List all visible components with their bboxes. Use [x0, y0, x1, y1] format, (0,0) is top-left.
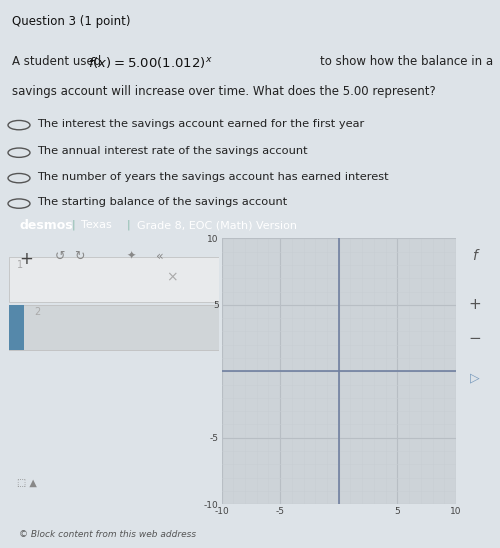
Text: The annual interest rate of the savings account: The annual interest rate of the savings …	[38, 146, 308, 156]
Text: © Block content from this web address: © Block content from this web address	[18, 530, 196, 539]
Text: Texas: Texas	[82, 220, 112, 230]
Text: Grade 8, EOC (Math) Version: Grade 8, EOC (Math) Version	[136, 220, 296, 230]
Text: $f(x) = 5.00(1.012)^x$: $f(x) = 5.00(1.012)^x$	[88, 55, 212, 70]
Text: f: f	[472, 249, 477, 263]
FancyBboxPatch shape	[9, 305, 219, 350]
Text: ×: ×	[166, 270, 178, 284]
Text: ▷: ▷	[470, 372, 480, 384]
FancyBboxPatch shape	[9, 257, 219, 302]
Text: to show how the balance in a: to show how the balance in a	[320, 55, 493, 68]
Text: +: +	[20, 250, 34, 269]
Text: 2: 2	[34, 307, 40, 317]
Text: +: +	[468, 297, 481, 312]
Text: The number of years the savings account has earned interest: The number of years the savings account …	[38, 172, 389, 182]
Bar	[9, 305, 24, 350]
Text: |: |	[127, 220, 130, 231]
Text: ✦: ✦	[126, 250, 136, 260]
Text: 1: 1	[18, 260, 24, 270]
Text: −: −	[468, 332, 481, 346]
Text: A student used: A student used	[12, 55, 106, 68]
Text: |: |	[72, 220, 76, 231]
Text: ↺: ↺	[55, 250, 66, 264]
Text: ⬚ ▲: ⬚ ▲	[18, 478, 38, 488]
Text: ↻: ↻	[74, 250, 85, 264]
Text: The interest the savings account earned for the first year: The interest the savings account earned …	[38, 119, 365, 129]
Text: desmos: desmos	[20, 219, 73, 232]
Text: savings account will increase over time. What does the 5.00 represent?: savings account will increase over time.…	[12, 85, 436, 98]
Text: Question 3 (1 point): Question 3 (1 point)	[12, 15, 131, 28]
Text: «: «	[156, 250, 164, 264]
Text: The starting balance of the savings account: The starting balance of the savings acco…	[38, 197, 288, 207]
